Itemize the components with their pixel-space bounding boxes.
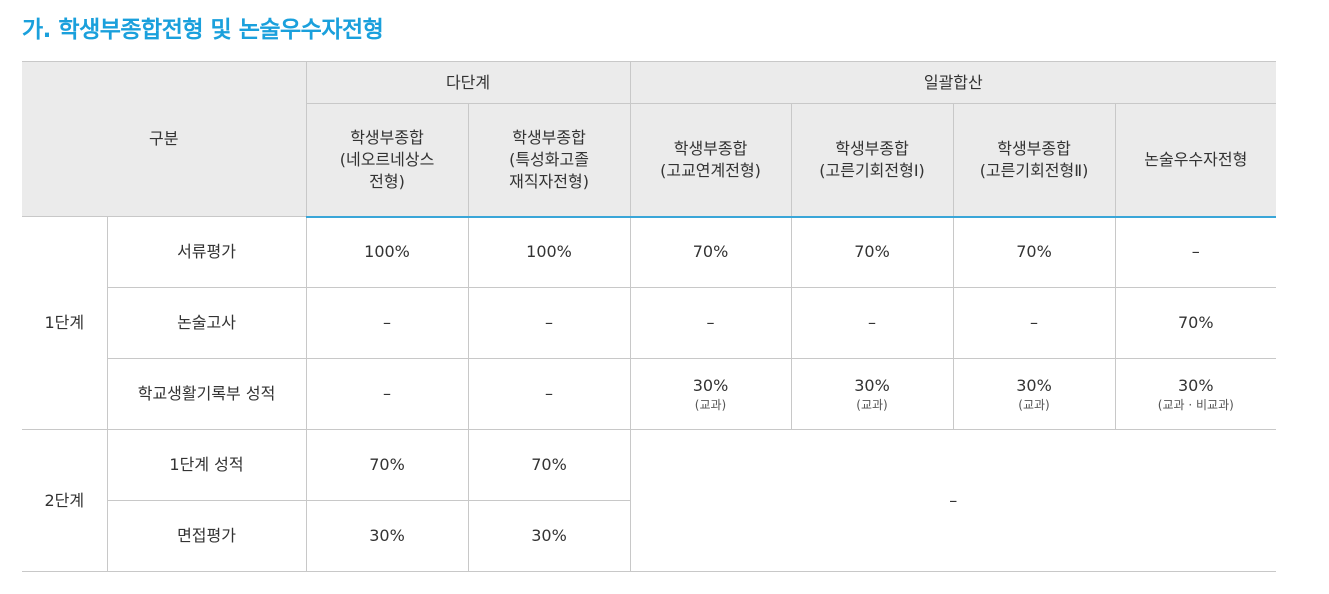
- table-cell: 100%: [467, 216, 631, 288]
- table-cell: –: [467, 358, 631, 430]
- stage-label: 1단계: [22, 216, 108, 430]
- table-cell: –: [305, 287, 469, 359]
- table-cell: –: [305, 358, 469, 430]
- cell-value: 30%: [854, 376, 890, 395]
- table-cell: 30% (교과): [629, 358, 792, 430]
- merged-cell: –: [629, 429, 1277, 572]
- table-row: 학교생활기록부 성적 – – 30% (교과) 30% (교과) 30% (교과…: [22, 358, 1277, 430]
- header-line: (고교연계전형): [660, 160, 761, 180]
- cell-value: 30%: [692, 376, 729, 395]
- header-line: 논술우수자전형: [1144, 149, 1248, 169]
- table-row: 면접평가 30% 30%: [22, 500, 1276, 572]
- header-group-multi-stage: 다단계: [305, 61, 631, 104]
- table-cell: 70%: [790, 216, 954, 288]
- table-row: 1단계 서류평가 100% 100% 70% 70% 70% –: [22, 216, 1277, 430]
- header-line: 학생부종합: [350, 127, 424, 147]
- table-cell: 70%: [952, 216, 1116, 288]
- cell-value: 30%: [1178, 376, 1214, 395]
- table-cell: 30%: [467, 500, 631, 572]
- header-col-specialized-workers: 학생부종합 (특성화고졸 재직자전형): [467, 103, 631, 218]
- header-line: 전형): [369, 171, 405, 191]
- table-cell: 70%: [629, 216, 792, 288]
- header-col-equal-opportunity-1: 학생부종합 (고른기회전형Ⅰ): [790, 103, 954, 218]
- table-cell: –: [790, 287, 954, 359]
- header-col-neo-renaissance: 학생부종합 (네오르네상스 전형): [306, 103, 469, 218]
- row-label: 학교생활기록부 성적: [107, 358, 307, 430]
- cell-note: (교과): [1018, 398, 1050, 412]
- table-cell: –: [952, 287, 1116, 359]
- header-col-essay: 논술우수자전형: [1114, 103, 1277, 218]
- header-line: 학생부종합: [512, 127, 586, 147]
- table-row: 2단계 1단계 성적 70% 70% –: [22, 429, 1277, 572]
- table-cell: –: [1114, 216, 1277, 288]
- header-line: (특성화고졸: [509, 149, 589, 169]
- cell-note: (교과 · 비교과): [1157, 398, 1234, 412]
- table-cell: 30% (교과): [790, 358, 954, 430]
- header-col-equal-opportunity-2: 학생부종합 (고른기회전형Ⅱ): [952, 103, 1116, 218]
- admission-ratio-table: 구분 다단계 일괄합산 학생부종합 (네오르네상스 전형) 학생부종합 (특성화…: [22, 61, 1277, 572]
- header-line: 학생부종합: [673, 138, 748, 158]
- table-cell: 30% (교과): [952, 358, 1116, 430]
- table-cell: 70%: [467, 429, 631, 501]
- cell-note: (교과): [694, 398, 727, 412]
- header-category: 구분: [22, 61, 307, 217]
- header-line: 학생부종합: [997, 138, 1071, 158]
- header-line: (네오르네상스: [339, 149, 435, 169]
- table-cell: 70%: [305, 429, 469, 501]
- row-label: 논술고사: [107, 287, 307, 359]
- table-cell: –: [467, 287, 631, 359]
- row-label: 1단계 성적: [106, 429, 307, 501]
- header-line: (고른기회전형Ⅰ): [819, 160, 925, 180]
- header-col-school-link: 학생부종합 (고교연계전형): [629, 103, 792, 218]
- header-group-single-stage: 일괄합산: [629, 61, 1277, 104]
- table-cell: 100%: [305, 216, 469, 288]
- header-line: (고른기회전형Ⅱ): [979, 160, 1089, 180]
- table-cell: 70%: [1114, 287, 1277, 359]
- cell-note: (교과): [856, 398, 888, 412]
- table-cell: 30%: [305, 500, 469, 572]
- row-label: 면접평가: [107, 500, 307, 572]
- row-label: 서류평가: [106, 216, 307, 288]
- table-cell: 30% (교과 · 비교과): [1114, 358, 1277, 430]
- stage-label: 2단계: [22, 429, 108, 572]
- header-line: 재직자전형): [509, 171, 589, 191]
- cell-value: 30%: [1016, 376, 1052, 395]
- table-row: 논술고사 – – – – – 70%: [22, 287, 1277, 359]
- section-title: 가. 학생부종합전형 및 논술우수자전형: [22, 17, 384, 43]
- header-line: 학생부종합: [835, 138, 909, 158]
- table-cell: –: [629, 287, 792, 359]
